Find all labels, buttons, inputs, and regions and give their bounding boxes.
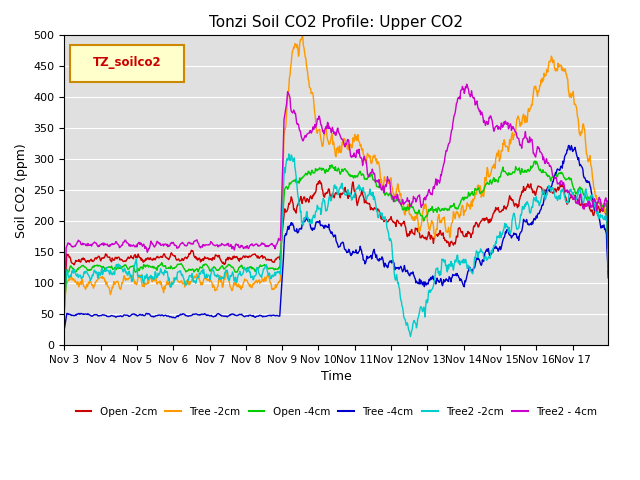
Title: Tonzi Soil CO2 Profile: Upper CO2: Tonzi Soil CO2 Profile: Upper CO2: [209, 15, 463, 30]
Y-axis label: Soil CO2 (ppm): Soil CO2 (ppm): [15, 143, 28, 238]
Text: TZ_soilco2: TZ_soilco2: [93, 56, 161, 69]
X-axis label: Time: Time: [321, 370, 352, 384]
FancyBboxPatch shape: [70, 45, 184, 82]
Legend: Open -2cm, Tree -2cm, Open -4cm, Tree -4cm, Tree2 -2cm, Tree2 - 4cm: Open -2cm, Tree -2cm, Open -4cm, Tree -4…: [72, 403, 601, 421]
